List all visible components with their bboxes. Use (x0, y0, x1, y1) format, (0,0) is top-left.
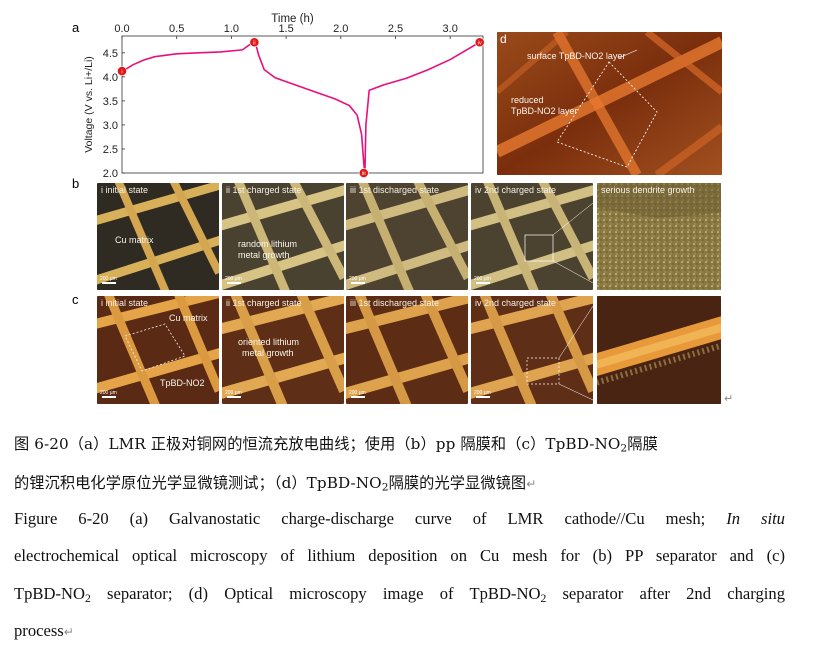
x-tick-label: 1.5 (278, 23, 293, 35)
micrograph-c3: iii 1st discharged state 200 μm (346, 296, 468, 404)
y-tick-label: 2.0 (103, 168, 118, 180)
micrograph-c1: i initial state Cu matrix TpBD-NO2 200 μ… (97, 296, 219, 404)
y-axis-title: Voltage (V vs. Li+/Li) (83, 56, 95, 153)
b3-scale-bar (351, 282, 365, 284)
y-tick-label: 3.0 (103, 120, 118, 132)
b2-annotation-2: metal growth (238, 250, 290, 260)
y-tick-label: 2.5 (103, 144, 118, 156)
y-tick-label: 4.0 (103, 72, 118, 84)
state-marker-label: ii (253, 40, 255, 46)
b4-scale-bar (476, 282, 490, 284)
c1-scale-label: 200 μm (100, 390, 117, 396)
c2-annotation-2: metal growth (242, 348, 294, 358)
x-tick-label: 0.5 (169, 23, 184, 35)
plot-frame (121, 35, 484, 174)
c3-scale-bar (351, 396, 365, 398)
panel-label-d: d (500, 32, 507, 46)
b4-scale-label: 200 μm (474, 276, 491, 282)
b1-annotation: Cu matrix (115, 235, 154, 245)
micrograph-b4: iv 2nd charged state 200 μm (471, 183, 593, 290)
reduced-layer-label-1: reduced (511, 95, 544, 105)
c2-scale-label: 200 μm (225, 390, 242, 396)
b3-scale-label: 200 μm (349, 276, 366, 282)
panel-label-a: a (72, 20, 80, 35)
b1-scale-bar (102, 282, 116, 284)
state-marker-label: iii (362, 171, 366, 177)
c2-label: ii 1st charged state (226, 298, 302, 308)
b4-label: iv 2nd charged state (475, 185, 557, 195)
c3-scale-label: 200 μm (349, 390, 366, 396)
b2-scale-bar (227, 282, 241, 284)
c1-annotation-tpbd: TpBD-NO2 (160, 378, 205, 388)
x-axis-title: Time (h) (271, 13, 314, 25)
c1-annotation-cu: Cu matrix (169, 313, 208, 323)
micrograph-b3: iii 1st discharged state 200 μm (346, 183, 468, 290)
caption-en-line4: process↵ (14, 621, 74, 640)
x-tick-label: 2.0 (333, 23, 348, 35)
b3-label: iii 1st discharged state (350, 185, 440, 195)
c4-label: iv 2nd charged state (475, 298, 557, 308)
b1-label: i initial state (101, 185, 149, 195)
caption-cn-line2: 的锂沉积电化学原位光学显微镜测试；（d）TpBD-NO2隔膜的光学显微镜图↵ (14, 474, 537, 494)
y-tick-label: 3.5 (103, 96, 118, 108)
y-tick-label: 4.5 (103, 48, 118, 60)
panel-label-b: b (72, 176, 80, 191)
b1-scale-label: 200 μm (100, 276, 117, 282)
caption-en-line2: electrochemical optical microscopy of li… (14, 546, 785, 565)
b2-annotation-1: random lithium (238, 239, 298, 249)
figure-return-mark: ↵ (724, 392, 734, 405)
panel-d-micrograph: d surface TpBD-NO2 layer reduced TpBD-NO… (497, 32, 722, 175)
state-marker-i (117, 66, 127, 76)
c1-scale-bar (102, 396, 116, 398)
b2-scale-label: 200 μm (225, 276, 242, 282)
x-tick-label: 2.5 (388, 23, 403, 35)
b2-label: ii 1st charged state (226, 185, 302, 195)
c2-scale-bar (227, 396, 241, 398)
micrograph-c5 (597, 296, 721, 404)
series-line (121, 41, 481, 175)
caption-en-line1: Figure 6-20 (a) Galvanostatic charge-dis… (14, 509, 785, 528)
state-marker-iii (358, 168, 369, 178)
c3-label: iii 1st discharged state (350, 298, 440, 308)
c4-scale-bar (476, 396, 490, 398)
caption-cn-line1: 图 6-20（a）LMR 正极对铜网的恒流充放电曲线；使用（b）pp 隔膜和（c… (14, 435, 658, 455)
caption-en-line3: TpBD-NO2 separator; (d) Optical microsco… (14, 584, 785, 605)
state-marker-iv (474, 37, 485, 48)
micrograph-b2: ii 1st charged state random lithium meta… (222, 183, 344, 290)
state-marker-label: iv (478, 40, 482, 46)
state-marker-label: i (121, 69, 122, 75)
x-tick-label: 1.0 (224, 23, 239, 35)
micrograph-b5: serious dendrite growth (597, 183, 721, 290)
c2-annotation-1: oriented lithium (238, 337, 300, 347)
c1-label: i initial state (101, 298, 149, 308)
state-marker-ii (249, 37, 260, 48)
c4-scale-label: 200 μm (474, 390, 491, 396)
x-tick-label: 0.0 (114, 23, 129, 35)
reduced-layer-label-2: TpBD-NO2 layer (511, 106, 578, 116)
panel-label-c: c (72, 292, 79, 307)
surface-layer-label: surface TpBD-NO2 layer (527, 51, 626, 61)
b5-label: serious dendrite growth (601, 185, 695, 195)
micrograph-c2: ii 1st charged state oriented lithium me… (222, 296, 344, 404)
voltage-time-chart: 0.0 0.5 1.0 1.5 2.0 2.5 3.0 2.0 2.5 3.0 3.5 4.0 4.5 T… (83, 13, 485, 180)
micrograph-b1: i initial state Cu matrix 200 μm (97, 183, 219, 290)
x-tick-label: 3.0 (443, 23, 458, 35)
micrograph-c4: iv 2nd charged state 200 μm (471, 296, 593, 404)
